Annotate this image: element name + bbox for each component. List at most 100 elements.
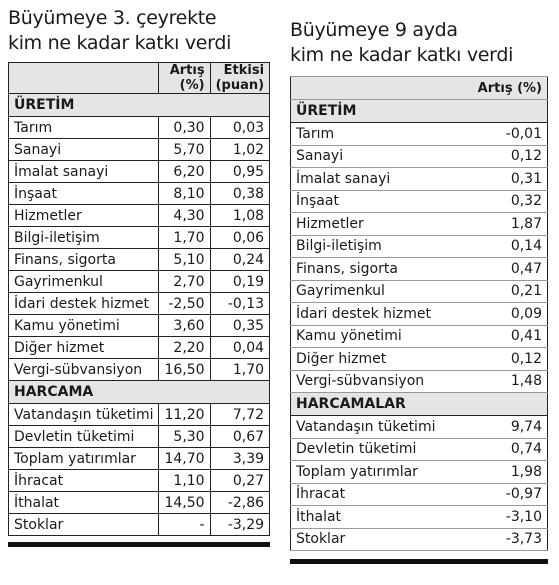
row-label: İthalat [7,491,160,514]
nine-month-title-line1: Büyümeye 9 ayda [290,19,458,41]
table-row: Tarım -0,01 [290,122,548,146]
row-effect: 0,95 [209,160,271,183]
q3-table: Artış (%) Etkisi (puan) ÜRETİM Tarım 0,30 0… [7,62,271,536]
row-effect: 0,24 [209,248,271,271]
row-change: 0,12 [461,144,548,168]
row-label: Sanayi [290,144,462,168]
q3-bottom-rule [8,542,270,547]
row-change: -0,01 [461,122,548,146]
table-row: Toplam yatırımlar 14,70 3,39 [7,447,271,470]
row-label: İnşaat [290,189,462,213]
row-change: 5,30 [158,425,211,448]
row-change: 14,70 [158,447,211,470]
row-effect: 0,04 [209,336,271,359]
table-row: Stoklar -3,73 [290,527,548,551]
row-change: -0,97 [461,482,548,506]
row-change: 6,20 [158,160,211,183]
table-row: Sanayi 5,70 1,02 [7,138,271,161]
row-label: Devletin tüketimi [290,437,462,461]
nine-month-title: Büyümeye 9 ayda kim ne kadar katkı verdi [290,0,548,76]
table-row: Finans, sigorta 0,47 [290,257,548,281]
nine-month-table-body: ÜRETİM Tarım -0,01 Sanayi 0,12 İmalat sanayi 0… [290,99,548,551]
row-change: 0,09 [461,302,548,326]
nine-month-table: Artış (%) ÜRETİM Tarım -0,01 Sanayi 0,12 İmal… [290,76,548,551]
row-effect: -2,86 [209,491,271,514]
q3-header-change: Artış (%) [158,62,211,94]
nine-month-header-change: Artış (%) [461,76,548,100]
row-label: Gayrimenkul [290,279,462,303]
row-effect: 0,03 [209,116,271,139]
table-row: Kamu yönetimi 0,41 [290,324,548,348]
table-row: Devletin tüketimi 0,74 [290,437,548,461]
row-change: 5,10 [158,248,211,271]
table-row: Hizmetler 1,87 [290,212,548,236]
table-row: Tarım 0,30 0,03 [7,116,271,139]
row-label: Gayrimenkul [7,270,160,293]
row-change: 5,70 [158,138,211,161]
row-change: 1,87 [461,212,548,236]
q3-header-effect: Etkisi (puan) [209,62,271,94]
table-row: Devletin tüketimi 5,30 0,67 [7,425,271,448]
row-effect: 0,27 [209,469,271,492]
table-row: Stoklar - -3,29 [7,513,271,536]
row-label: Vergi-sübvansiyon [7,358,160,381]
row-effect: 3,39 [209,447,271,470]
nine-month-bottom-rule [290,559,548,564]
section-title: HARCAMA [7,380,271,404]
table-row: Vergi-sübvansiyon 16,50 1,70 [7,358,271,381]
row-change: 1,70 [158,226,211,249]
row-label: İhracat [290,482,462,506]
row-change: -3,73 [461,527,548,551]
row-label: Bilgi-iletişim [290,234,462,258]
section-title: ÜRETİM [7,93,271,117]
row-label: Hizmetler [7,204,160,227]
section-title: ÜRETİM [290,99,548,123]
q3-table-body: ÜRETİM Tarım 0,30 0,03 Sanayi 5,70 1,02 İmalat … [7,93,271,536]
nine-month-header-row: Artış (%) [290,76,548,100]
q3-title: Büyümeye 3. çeyrekte kim ne kadar katkı … [8,0,270,62]
row-effect: 0,06 [209,226,271,249]
table-row: Gayrimenkul 2,70 0,19 [7,270,271,293]
table-row: İhracat 1,10 0,27 [7,469,271,492]
table-row: Vatandaşın tüketimi 9,74 [290,415,548,439]
row-change: 0,74 [461,437,548,461]
table-row: Diğer hizmet 0,12 [290,347,548,371]
row-change: 0,31 [461,167,548,191]
row-effect: -0,13 [209,292,271,315]
row-label: Diğer hizmet [7,336,160,359]
row-effect: 1,70 [209,358,271,381]
row-label: Toplam yatırımlar [7,447,160,470]
row-change: -2,50 [158,292,211,315]
row-effect: 0,35 [209,314,271,337]
table-row: Vergi-sübvansiyon 1,48 [290,369,548,393]
row-label: Diğer hizmet [290,347,462,371]
table-row: Gayrimenkul 0,21 [290,279,548,303]
row-effect: 7,72 [209,403,271,426]
row-change: 2,70 [158,270,211,293]
table-row: İdari destek hizmet 0,09 [290,302,548,326]
row-change: -3,10 [461,505,548,529]
table-row: İhracat -0,97 [290,482,548,506]
row-label: Tarım [7,116,160,139]
table-row: Bilgi-iletişim 0,14 [290,234,548,258]
table-row: Finans, sigorta 5,10 0,24 [7,248,271,271]
table-row: İmalat sanayi 0,31 [290,167,548,191]
row-label: İdari destek hizmet [7,292,160,315]
q3-contribution-panel: Büyümeye 3. çeyrekte kim ne kadar katkı … [7,0,271,547]
table-row: İmalat sanayi 6,20 0,95 [7,160,271,183]
q3-header-corner [7,62,160,94]
row-change: 0,32 [461,189,548,213]
nine-month-header-corner [290,76,462,100]
table-row: Bilgi-iletişim 1,70 0,06 [7,226,271,249]
table-row: Vatandaşın tüketimi 11,20 7,72 [7,403,271,426]
row-change: 4,30 [158,204,211,227]
row-change: 14,50 [158,491,211,514]
row-label: İmalat sanayi [290,167,462,191]
row-change: 0,14 [461,234,548,258]
nine-month-title-line2: kim ne kadar katkı verdi [290,44,514,66]
row-label: Vergi-sübvansiyon [290,369,462,393]
row-label: İdari destek hizmet [290,302,462,326]
nine-month-contribution-panel: Büyümeye 9 ayda kim ne kadar katkı verdi… [290,0,548,564]
table-row: İnşaat 0,32 [290,189,548,213]
section-title: HARCAMALAR [290,392,548,416]
